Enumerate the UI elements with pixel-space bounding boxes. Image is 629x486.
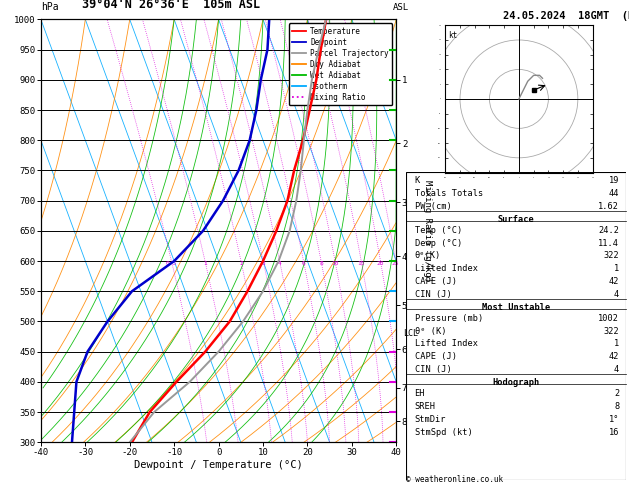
Text: 4: 4	[278, 261, 282, 266]
Text: Most Unstable: Most Unstable	[482, 303, 550, 312]
Text: 20: 20	[377, 261, 384, 266]
Text: PW (cm): PW (cm)	[415, 202, 451, 211]
Text: 11.4: 11.4	[598, 239, 619, 247]
Text: 1002: 1002	[598, 314, 619, 323]
Text: θᵉ (K): θᵉ (K)	[415, 327, 446, 336]
Text: 8: 8	[614, 402, 619, 411]
Text: 4: 4	[614, 290, 619, 299]
Text: 4: 4	[614, 365, 619, 374]
Text: LCL: LCL	[403, 329, 418, 338]
Text: Temp (°C): Temp (°C)	[415, 226, 462, 235]
Text: CIN (J): CIN (J)	[415, 290, 451, 299]
Text: © weatheronline.co.uk: © weatheronline.co.uk	[406, 474, 503, 484]
Text: 25: 25	[392, 261, 399, 266]
Text: CAPE (J): CAPE (J)	[415, 277, 457, 286]
Text: StmSpd (kt): StmSpd (kt)	[415, 428, 472, 436]
Text: Lifted Index: Lifted Index	[415, 340, 477, 348]
Text: Hodograph: Hodograph	[492, 378, 540, 387]
Text: 15: 15	[357, 261, 365, 266]
Text: 1: 1	[203, 261, 207, 266]
Text: CIN (J): CIN (J)	[415, 365, 451, 374]
Text: hPa: hPa	[41, 2, 58, 12]
Text: Surface: Surface	[498, 215, 534, 224]
Text: 3: 3	[262, 261, 265, 266]
Text: 19: 19	[609, 176, 619, 185]
Text: Totals Totals: Totals Totals	[415, 189, 483, 198]
X-axis label: Dewpoint / Temperature (°C): Dewpoint / Temperature (°C)	[134, 460, 303, 469]
Text: 0.5: 0.5	[166, 261, 177, 266]
Text: 322: 322	[603, 251, 619, 260]
Text: 2: 2	[239, 261, 243, 266]
Text: 1°: 1°	[609, 415, 619, 424]
Text: 39°04'N 26°36'E  105m ASL: 39°04'N 26°36'E 105m ASL	[82, 0, 260, 11]
Text: 16: 16	[609, 428, 619, 436]
Text: 1: 1	[614, 264, 619, 273]
Text: 8: 8	[319, 261, 323, 266]
Text: Dewp (°C): Dewp (°C)	[415, 239, 462, 247]
Text: 10: 10	[331, 261, 339, 266]
Text: Lifted Index: Lifted Index	[415, 264, 477, 273]
Text: θᵉ(K): θᵉ(K)	[415, 251, 441, 260]
Text: 42: 42	[609, 352, 619, 362]
Text: 42: 42	[609, 277, 619, 286]
Text: 322: 322	[603, 327, 619, 336]
Text: 1.62: 1.62	[598, 202, 619, 211]
Y-axis label: Mixing Ratio (g/kg): Mixing Ratio (g/kg)	[423, 180, 432, 282]
Text: StmDir: StmDir	[415, 415, 446, 424]
Text: SREH: SREH	[415, 402, 435, 411]
Text: Pressure (mb): Pressure (mb)	[415, 314, 483, 323]
Legend: Temperature, Dewpoint, Parcel Trajectory, Dry Adiabat, Wet Adiabat, Isotherm, Mi: Temperature, Dewpoint, Parcel Trajectory…	[289, 23, 392, 105]
Text: CAPE (J): CAPE (J)	[415, 352, 457, 362]
Text: km
ASL: km ASL	[393, 0, 409, 12]
Text: 24.05.2024  18GMT  (Base: 12): 24.05.2024 18GMT (Base: 12)	[503, 11, 629, 21]
Text: 1: 1	[614, 340, 619, 348]
Text: 24.2: 24.2	[598, 226, 619, 235]
Text: kt: kt	[448, 31, 457, 40]
Text: K: K	[415, 176, 420, 185]
Text: 2: 2	[614, 389, 619, 398]
Text: 6: 6	[302, 261, 306, 266]
Text: 44: 44	[609, 189, 619, 198]
Text: EH: EH	[415, 389, 425, 398]
